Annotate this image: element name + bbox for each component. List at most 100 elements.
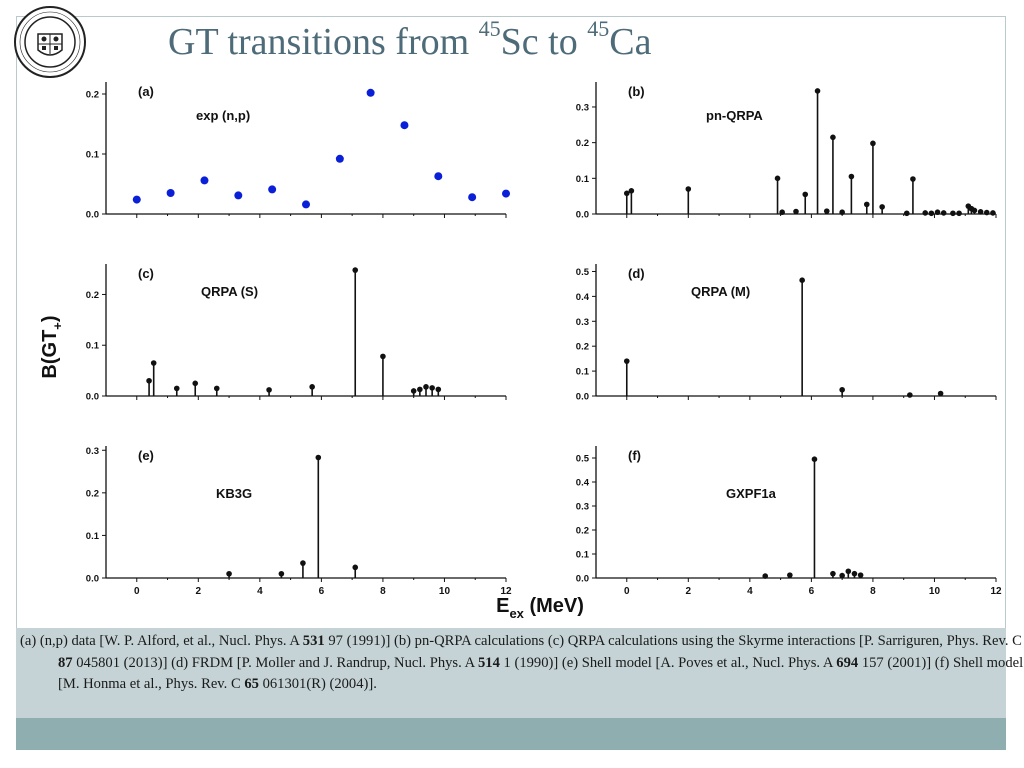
y-tick-label: 0.1 <box>576 174 590 185</box>
panel-label: (f) <box>628 448 641 463</box>
stem-point <box>213 385 220 392</box>
references-caption: (a) (n,p) data [W. P. Alford, et al., Nu… <box>20 633 1024 692</box>
stem-point <box>762 573 769 579</box>
panel-c: 0.0 0.1 0.2 (c) QRPA (S) <box>86 264 507 403</box>
x-tick-label: 4 <box>257 586 263 597</box>
stem-point <box>417 386 423 393</box>
stem-point <box>839 572 845 579</box>
stem-point <box>956 210 962 217</box>
stem-point <box>928 210 935 217</box>
stem-point <box>977 209 984 215</box>
stem-point <box>845 568 852 575</box>
series-label: pn-QRPA <box>706 108 763 123</box>
stem-point <box>857 572 864 578</box>
stem-point <box>192 380 199 387</box>
series-label: GXPF1a <box>726 486 777 501</box>
stem-point <box>435 386 442 393</box>
stem-point <box>774 175 781 182</box>
panel-label: (e) <box>138 448 154 463</box>
stem-point <box>300 560 306 566</box>
y-tick-label: 0.3 <box>576 102 589 113</box>
y-tick-label: 0.3 <box>576 317 589 328</box>
y-tick-label: 0.3 <box>576 502 589 513</box>
x-tick-label: 10 <box>929 586 941 597</box>
y-tick-label: 0.1 <box>86 531 100 542</box>
stem-point <box>983 209 990 216</box>
y-tick-label: 0.2 <box>86 90 99 101</box>
stem-point <box>226 570 232 577</box>
series-label: QRPA (S) <box>201 284 258 299</box>
footer-bar <box>16 718 1006 750</box>
x-tick-label: 2 <box>196 586 202 597</box>
y-tick-label: 0.3 <box>86 446 99 457</box>
data-point <box>302 200 310 209</box>
data-point <box>234 191 243 200</box>
x-tick-label: 2 <box>686 586 692 597</box>
panel-label: (a) <box>138 84 154 99</box>
stem-point <box>830 134 836 141</box>
data-point <box>434 172 443 181</box>
stem-point <box>352 564 359 571</box>
stem-point <box>146 377 152 384</box>
y-tick-label: 0.5 <box>576 454 590 465</box>
y-tick-label: 0.0 <box>86 392 99 403</box>
y-tick-label: 0.1 <box>576 367 590 378</box>
stem-point <box>903 210 910 217</box>
x-tick-label: 10 <box>439 586 451 597</box>
stem-point <box>309 384 315 390</box>
slide-title: GT transitions from 45Sc to 45Ca <box>168 16 652 63</box>
stem-point <box>380 353 386 360</box>
y-tick-label: 0.2 <box>576 138 589 149</box>
series-label: KB3G <box>216 486 252 501</box>
svg-text:Eex (MeV): Eex (MeV) <box>496 595 584 621</box>
data-point <box>268 185 277 194</box>
stem-point <box>814 88 821 94</box>
x-tick-label: 6 <box>319 586 325 597</box>
y-tick-label: 0.2 <box>576 526 589 537</box>
x-tick-label: 12 <box>500 586 512 597</box>
y-tick-label: 0.4 <box>576 478 590 489</box>
data-point <box>166 189 175 197</box>
university-logo <box>14 6 86 78</box>
stem-point <box>863 201 870 208</box>
y-tick-label: 0.2 <box>86 488 99 499</box>
stem-point <box>839 209 845 216</box>
stem-point <box>922 210 929 216</box>
stem-point <box>410 388 417 394</box>
stem-point <box>811 456 818 463</box>
stem-point <box>848 173 855 180</box>
x-tick-label: 0 <box>624 586 630 597</box>
panel-label: (d) <box>628 266 645 281</box>
stem-point <box>823 208 830 214</box>
series-label: exp (n,p) <box>196 108 250 123</box>
data-point <box>335 154 344 163</box>
stem-point <box>830 570 836 577</box>
data-point <box>468 193 477 202</box>
stem-point <box>787 572 793 578</box>
data-point <box>132 195 141 204</box>
stem-point <box>623 190 630 197</box>
svg-text:B(GT+): B(GT+) <box>39 315 65 378</box>
panel-e: 0.0 0.1 0.2 0.3 0 2 4 6 8 10 12 (e) KB3G <box>86 446 512 597</box>
data-point <box>502 189 510 198</box>
stem-point <box>628 188 635 194</box>
y-tick-label: 0.0 <box>86 210 99 221</box>
y-tick-label: 0.4 <box>576 292 590 303</box>
y-tick-label: 0.0 <box>86 574 99 585</box>
y-tick-label: 0.1 <box>576 550 590 561</box>
stem-point <box>793 208 799 215</box>
stem-point <box>990 210 996 216</box>
series-label: QRPA (M) <box>691 284 750 299</box>
stem-point <box>851 570 858 577</box>
stem-point <box>950 210 956 217</box>
x-tick-label: 6 <box>809 586 815 597</box>
x-tick-label: 8 <box>380 586 386 597</box>
stem-point <box>907 392 913 398</box>
panel-a: 0.0 0.1 0.2 (a) exp (n,p) <box>86 82 510 221</box>
data-point <box>366 88 375 97</box>
stem-point <box>879 204 885 210</box>
stem-point <box>839 386 845 393</box>
stem-point <box>278 570 285 577</box>
data-point <box>200 176 209 185</box>
panel-b: 0.0 0.1 0.2 0.3 (b) pn-QRPA <box>576 82 997 221</box>
